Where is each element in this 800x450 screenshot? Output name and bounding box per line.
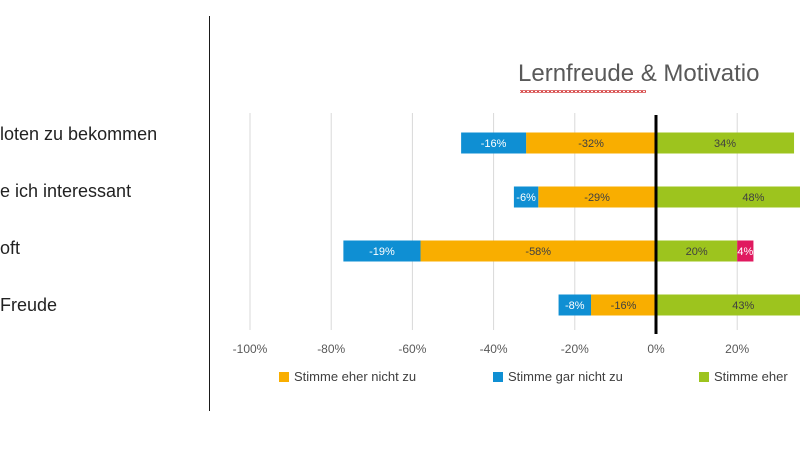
category-label-3: oft xyxy=(0,238,21,258)
bar-segment xyxy=(538,186,656,208)
bar-segment xyxy=(656,186,800,208)
bar-segment xyxy=(591,294,656,316)
data-label: 4% xyxy=(737,246,753,258)
x-tick-labels: -100% -80% -60% -40% -20% 0% 20% xyxy=(233,342,750,356)
x-tick-label: -20% xyxy=(561,342,589,356)
x-tick-label: -100% xyxy=(233,342,268,356)
category-label-4: Freude xyxy=(0,295,58,315)
bar-segment xyxy=(737,240,754,262)
legend-item-2: Stimme gar nicht zu xyxy=(493,369,623,384)
data-label: -8% xyxy=(565,300,585,312)
bar-segment xyxy=(656,240,738,262)
data-label: -6% xyxy=(516,192,536,204)
category-label-1: loten zu bekommen xyxy=(0,124,158,144)
category-label-2: e ich interessant xyxy=(0,181,132,201)
bar-segment xyxy=(656,294,800,316)
bar-segment xyxy=(513,186,539,208)
legend-item-1: Stimme eher nicht zu xyxy=(279,369,416,384)
x-tick-label: -80% xyxy=(317,342,345,356)
data-label: -19% xyxy=(369,246,395,258)
data-label: 48% xyxy=(742,192,764,204)
data-label: -32% xyxy=(578,138,604,150)
spellcheck-underline xyxy=(520,90,646,93)
bar-segment xyxy=(420,240,656,262)
panel-divider xyxy=(209,16,210,411)
bar-segment xyxy=(526,132,656,154)
legend-swatch-2 xyxy=(493,371,503,382)
x-tick-label: 0% xyxy=(647,342,665,356)
legend-label-2: Stimme gar nicht zu xyxy=(508,369,623,384)
legend-swatch-3 xyxy=(699,371,709,382)
bar-segment xyxy=(558,294,592,316)
x-tick-label: -40% xyxy=(480,342,508,356)
data-label: -29% xyxy=(584,192,610,204)
chart-title: Lernfreude & Motivatio xyxy=(518,60,760,87)
bars: -32% -16% 34% -29% -6% 48% -58% -19% 20% 4% -16% -8… xyxy=(343,132,800,316)
legend-item-3: Stimme eher xyxy=(699,369,788,384)
legend-swatch-1 xyxy=(279,371,289,382)
x-tick-label: 20% xyxy=(725,342,749,356)
data-label: -16% xyxy=(481,138,507,150)
legend-label-1: Stimme eher nicht zu xyxy=(294,369,417,384)
bar-segment xyxy=(656,132,795,154)
data-label: -58% xyxy=(525,246,551,258)
data-label: 34% xyxy=(714,138,736,150)
data-label: 43% xyxy=(732,300,754,312)
bar-segment xyxy=(343,240,421,262)
data-label: -16% xyxy=(611,300,637,312)
data-label: 20% xyxy=(686,246,708,258)
legend-label-3: Stimme eher xyxy=(714,369,788,384)
bar-segment xyxy=(461,132,527,154)
x-tick-label: -60% xyxy=(398,342,426,356)
